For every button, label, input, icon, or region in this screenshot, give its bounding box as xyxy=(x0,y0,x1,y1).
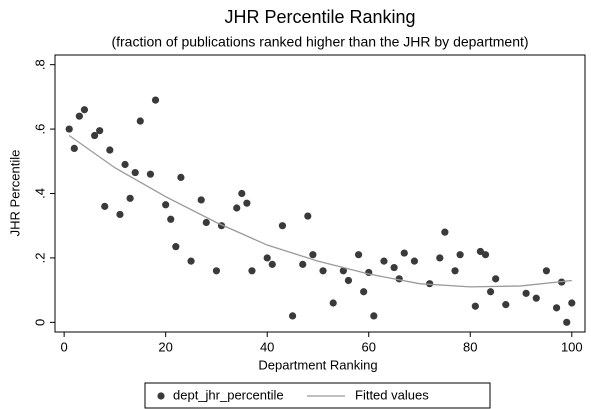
legend-marker xyxy=(157,392,165,400)
chart-title: JHR Percentile Ranking xyxy=(224,7,415,27)
scatter-point xyxy=(522,289,530,297)
scatter-point xyxy=(552,304,561,312)
scatter-point xyxy=(299,260,307,268)
scatter-point xyxy=(360,288,368,296)
scatter-point xyxy=(542,267,551,275)
fit-line xyxy=(68,134,572,288)
x-tick-label: 80 xyxy=(463,339,477,354)
scatter-point xyxy=(319,267,327,275)
scatter-point xyxy=(212,267,221,275)
scatter-point xyxy=(243,199,251,207)
y-axis-label: JHR Percentile xyxy=(7,150,22,237)
scatter-point xyxy=(70,144,78,153)
scatter-point xyxy=(90,131,99,140)
scatter-point xyxy=(532,294,540,302)
scatter-point xyxy=(248,267,256,275)
plot-frame xyxy=(54,54,586,333)
scatter-point xyxy=(451,267,459,275)
scatter-point xyxy=(481,251,490,259)
scatter-point xyxy=(197,196,205,204)
scatter-point xyxy=(400,249,408,257)
scatter-point xyxy=(202,218,210,227)
scatter-point xyxy=(65,125,73,133)
legend-label: dept_jhr_percentile xyxy=(173,387,284,402)
scatter-point xyxy=(339,267,347,275)
x-tick-label: 20 xyxy=(158,339,172,354)
chart-subtitle: (fraction of publications ranked higher … xyxy=(111,34,528,50)
scatter-point xyxy=(131,168,139,177)
scatter-point xyxy=(410,257,419,265)
scatter-point xyxy=(238,189,246,198)
scatter-point xyxy=(304,212,312,220)
x-tick-label: 60 xyxy=(362,339,376,354)
scatter-point xyxy=(121,160,129,169)
scatter-point xyxy=(456,251,464,259)
y-tick-label: .2 xyxy=(32,252,47,263)
y-tick-label: .6 xyxy=(32,124,47,135)
scatter-point xyxy=(233,204,241,212)
x-axis-label: Department Ranking xyxy=(258,357,377,372)
scatter-point xyxy=(471,302,479,310)
scatter-point xyxy=(162,201,170,209)
scatter-point xyxy=(329,299,337,307)
scatter-point xyxy=(268,260,276,268)
scatter-point xyxy=(80,106,89,114)
scatter-point xyxy=(278,222,287,230)
scatter-point xyxy=(146,170,155,178)
y-tick-label: .8 xyxy=(32,59,47,70)
y-tick-label: .4 xyxy=(32,188,47,199)
x-tick-label: 40 xyxy=(260,339,274,354)
scatter-point xyxy=(502,301,510,309)
legend-label: Fitted values xyxy=(355,387,429,402)
scatter-point xyxy=(436,254,444,262)
scatter-point xyxy=(167,215,175,223)
scatter-point xyxy=(354,251,363,259)
scatter-point xyxy=(370,312,378,320)
scatter-point xyxy=(126,194,134,202)
x-tick-label: 100 xyxy=(561,339,583,354)
scatter-point xyxy=(177,173,185,181)
scatter-point xyxy=(172,243,180,251)
scatter-point xyxy=(309,251,317,259)
scatter-point xyxy=(75,112,83,120)
scatter-point xyxy=(344,276,353,285)
y-tick-label: 0 xyxy=(32,319,47,326)
scatter-point xyxy=(380,257,388,265)
scatter-point xyxy=(288,312,297,320)
scatter-point xyxy=(136,117,144,125)
scatter-point xyxy=(151,96,160,104)
scatter-point xyxy=(390,263,398,272)
scatter-point xyxy=(96,127,104,135)
scatter-point xyxy=(441,228,449,236)
scatter-point xyxy=(106,146,114,154)
scatter-point xyxy=(568,299,576,307)
scatter-point xyxy=(116,210,124,219)
scatter-point xyxy=(563,318,571,326)
scatter-point xyxy=(486,288,495,296)
scatter-point xyxy=(187,257,195,265)
scatter-point xyxy=(263,254,271,262)
x-tick-label: 0 xyxy=(61,339,68,354)
scatter-point xyxy=(492,275,500,283)
scatter-point xyxy=(101,202,109,210)
